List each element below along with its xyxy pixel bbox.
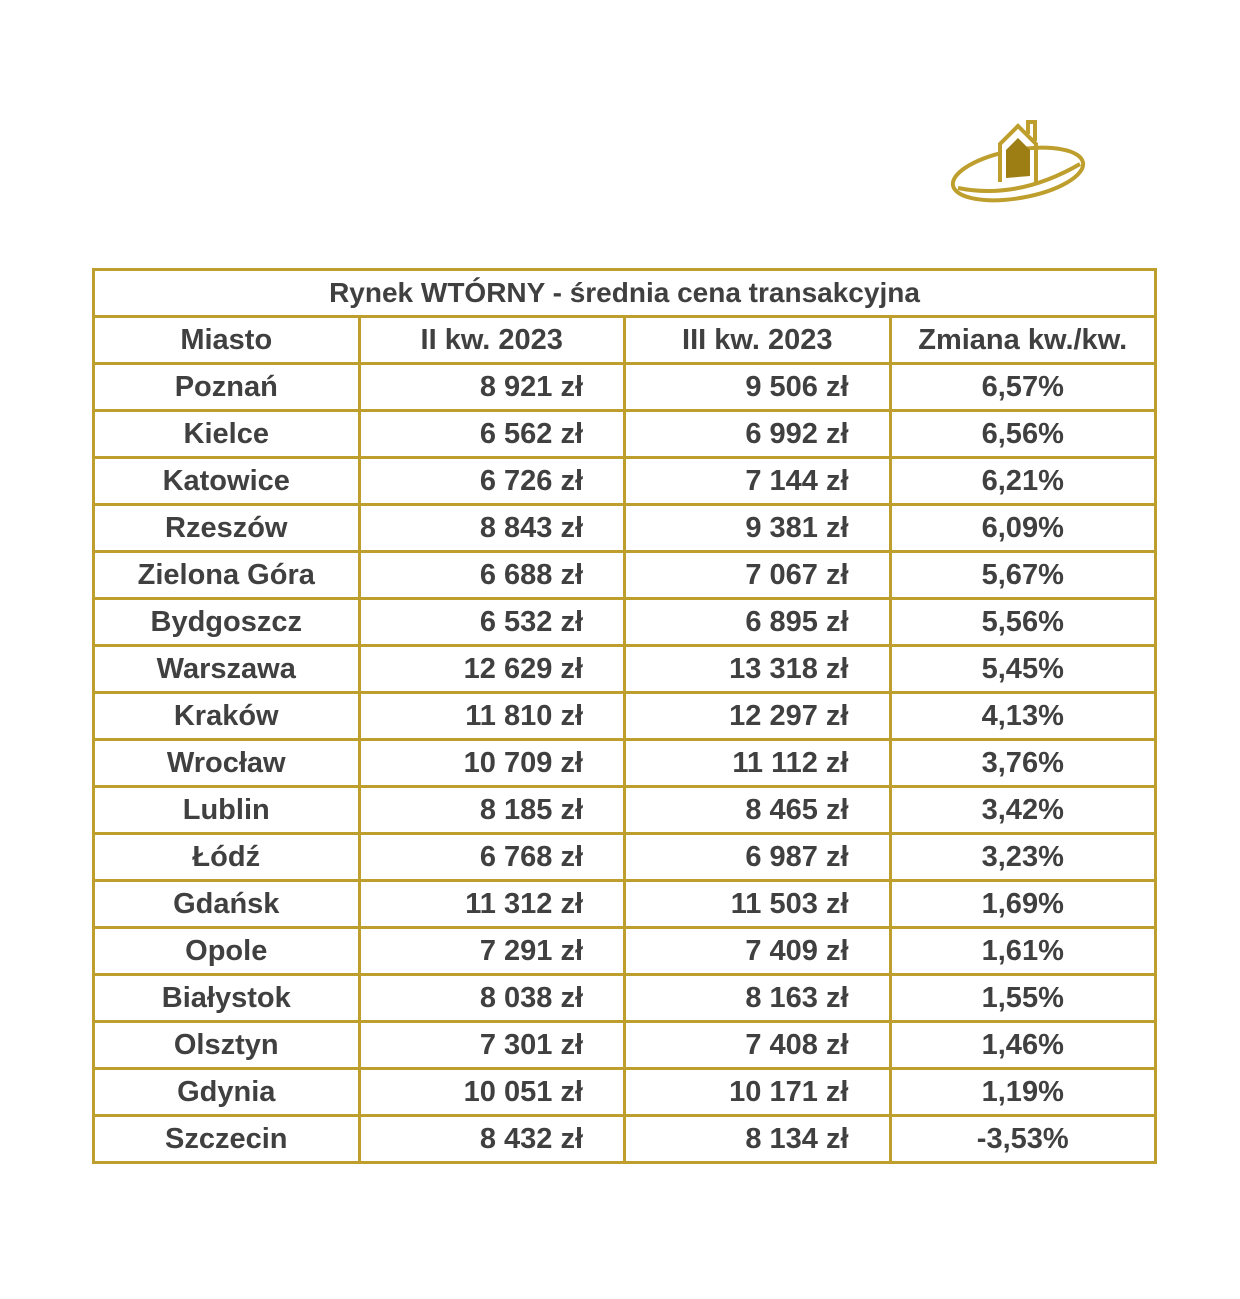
table-row: Bydgoszcz 6 532 zł 6 895 zł 5,56% bbox=[92, 597, 1157, 647]
table-row: Gdańsk 11 312 zł 11 503 zł 1,69% bbox=[92, 879, 1157, 929]
q2-price-cell: 11 810 zł bbox=[357, 691, 626, 741]
title-row: Rynek WTÓRNY - średnia cena transakcyjna bbox=[92, 268, 1157, 318]
change-cell: 6,57% bbox=[888, 362, 1157, 412]
table-row: Opole 7 291 zł 7 409 zł 1,61% bbox=[92, 926, 1157, 976]
table-row: Warszawa 12 629 zł 13 318 zł 5,45% bbox=[92, 644, 1157, 694]
table-row: Kielce 6 562 zł 6 992 zł 6,56% bbox=[92, 409, 1157, 459]
column-header-change: Zmiana kw./kw. bbox=[888, 315, 1157, 365]
q3-price-cell: 7 408 zł bbox=[623, 1020, 892, 1070]
q3-price-cell: 7 067 zł bbox=[623, 550, 892, 600]
table-row: Gdynia 10 051 zł 10 171 zł 1,19% bbox=[92, 1067, 1157, 1117]
table-row: Olsztyn 7 301 zł 7 408 zł 1,46% bbox=[92, 1020, 1157, 1070]
change-cell: 5,45% bbox=[888, 644, 1157, 694]
change-cell: 6,56% bbox=[888, 409, 1157, 459]
table-body: Poznań 8 921 zł 9 506 zł 6,57% Kielce 6 562 z… bbox=[92, 362, 1157, 1164]
table-row: Łódź 6 768 zł 6 987 zł 3,23% bbox=[92, 832, 1157, 882]
q3-price-cell: 6 992 zł bbox=[623, 409, 892, 459]
q3-price-cell: 12 297 zł bbox=[623, 691, 892, 741]
q2-price-cell: 8 432 zł bbox=[357, 1114, 626, 1164]
house-ring-icon bbox=[950, 120, 1086, 203]
change-cell: 4,13% bbox=[888, 691, 1157, 741]
city-cell: Bydgoszcz bbox=[92, 597, 361, 647]
q2-price-cell: 6 768 zł bbox=[357, 832, 626, 882]
q2-price-cell: 8 038 zł bbox=[357, 973, 626, 1023]
q3-price-cell: 11 112 zł bbox=[623, 738, 892, 788]
column-header-city: Miasto bbox=[92, 315, 361, 365]
table-row: Białystok 8 038 zł 8 163 zł 1,55% bbox=[92, 973, 1157, 1023]
change-cell: -3,53% bbox=[888, 1114, 1157, 1164]
table-row: Poznań 8 921 zł 9 506 zł 6,57% bbox=[92, 362, 1157, 412]
change-cell: 6,09% bbox=[888, 503, 1157, 553]
q3-price-cell: 10 171 zł bbox=[623, 1067, 892, 1117]
q3-price-cell: 9 506 zł bbox=[623, 362, 892, 412]
city-cell: Katowice bbox=[92, 456, 361, 506]
city-cell: Rzeszów bbox=[92, 503, 361, 553]
city-cell: Kielce bbox=[92, 409, 361, 459]
city-cell: Łódź bbox=[92, 832, 361, 882]
change-cell: 1,69% bbox=[888, 879, 1157, 929]
city-cell: Gdańsk bbox=[92, 879, 361, 929]
column-header-q2: II kw. 2023 bbox=[357, 315, 626, 365]
q2-price-cell: 11 312 zł bbox=[357, 879, 626, 929]
change-cell: 1,46% bbox=[888, 1020, 1157, 1070]
q3-price-cell: 6 895 zł bbox=[623, 597, 892, 647]
q2-price-cell: 7 301 zł bbox=[357, 1020, 626, 1070]
q3-price-cell: 11 503 zł bbox=[623, 879, 892, 929]
change-cell: 6,21% bbox=[888, 456, 1157, 506]
city-cell: Olsztyn bbox=[92, 1020, 361, 1070]
q2-price-cell: 10 709 zł bbox=[357, 738, 626, 788]
price-table: Rynek WTÓRNY - średnia cena transakcyjna… bbox=[92, 268, 1157, 1164]
change-cell: 3,23% bbox=[888, 832, 1157, 882]
city-cell: Kraków bbox=[92, 691, 361, 741]
q2-price-cell: 7 291 zł bbox=[357, 926, 626, 976]
q2-price-cell: 12 629 zł bbox=[357, 644, 626, 694]
city-cell: Szczecin bbox=[92, 1114, 361, 1164]
q3-price-cell: 8 163 zł bbox=[623, 973, 892, 1023]
q3-price-cell: 8 134 zł bbox=[623, 1114, 892, 1164]
change-cell: 5,56% bbox=[888, 597, 1157, 647]
table-row: Katowice 6 726 zł 7 144 zł 6,21% bbox=[92, 456, 1157, 506]
change-cell: 1,19% bbox=[888, 1067, 1157, 1117]
header-row: Miasto II kw. 2023 III kw. 2023 Zmiana k… bbox=[92, 315, 1157, 365]
q3-price-cell: 6 987 zł bbox=[623, 832, 892, 882]
city-cell: Gdynia bbox=[92, 1067, 361, 1117]
table-row: Zielona Góra 6 688 zł 7 067 zł 5,67% bbox=[92, 550, 1157, 600]
table-row: Rzeszów 8 843 zł 9 381 zł 6,09% bbox=[92, 503, 1157, 553]
change-cell: 3,42% bbox=[888, 785, 1157, 835]
q3-price-cell: 13 318 zł bbox=[623, 644, 892, 694]
q2-price-cell: 6 562 zł bbox=[357, 409, 626, 459]
change-cell: 1,61% bbox=[888, 926, 1157, 976]
q3-price-cell: 8 465 zł bbox=[623, 785, 892, 835]
city-cell: Opole bbox=[92, 926, 361, 976]
q2-price-cell: 6 688 zł bbox=[357, 550, 626, 600]
city-cell: Lublin bbox=[92, 785, 361, 835]
q3-price-cell: 9 381 zł bbox=[623, 503, 892, 553]
table-row: Wrocław 10 709 zł 11 112 zł 3,76% bbox=[92, 738, 1157, 788]
q2-price-cell: 8 921 zł bbox=[357, 362, 626, 412]
q3-price-cell: 7 144 zł bbox=[623, 456, 892, 506]
change-cell: 1,55% bbox=[888, 973, 1157, 1023]
table-title: Rynek WTÓRNY - średnia cena transakcyjna bbox=[92, 268, 1157, 318]
q2-price-cell: 6 532 zł bbox=[357, 597, 626, 647]
city-cell: Warszawa bbox=[92, 644, 361, 694]
change-cell: 3,76% bbox=[888, 738, 1157, 788]
change-cell: 5,67% bbox=[888, 550, 1157, 600]
table-row: Kraków 11 810 zł 12 297 zł 4,13% bbox=[92, 691, 1157, 741]
table-row: Lublin 8 185 zł 8 465 zł 3,42% bbox=[92, 785, 1157, 835]
q2-price-cell: 8 843 zł bbox=[357, 503, 626, 553]
table-row: Szczecin 8 432 zł 8 134 zł -3,53% bbox=[92, 1114, 1157, 1164]
q2-price-cell: 8 185 zł bbox=[357, 785, 626, 835]
city-cell: Wrocław bbox=[92, 738, 361, 788]
city-cell: Białystok bbox=[92, 973, 361, 1023]
column-header-q3: III kw. 2023 bbox=[623, 315, 892, 365]
city-cell: Poznań bbox=[92, 362, 361, 412]
q3-price-cell: 7 409 zł bbox=[623, 926, 892, 976]
city-cell: Zielona Góra bbox=[92, 550, 361, 600]
q2-price-cell: 6 726 zł bbox=[357, 456, 626, 506]
q2-price-cell: 10 051 zł bbox=[357, 1067, 626, 1117]
